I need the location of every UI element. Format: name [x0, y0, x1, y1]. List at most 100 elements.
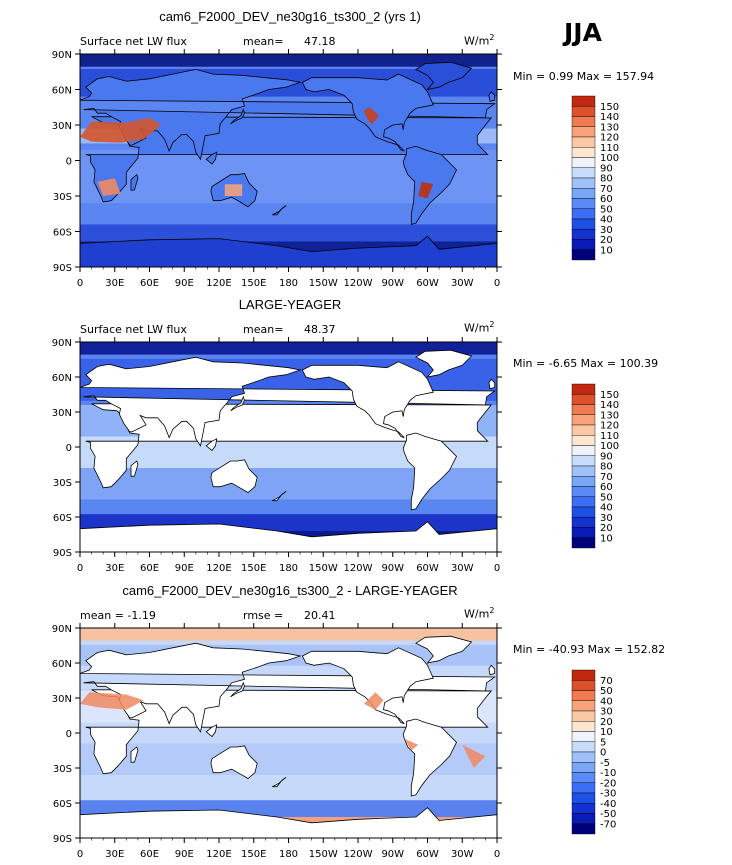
panel-2-title: LARGE-YEAGER	[238, 297, 342, 312]
colorbar-label: 30	[600, 707, 613, 718]
lon-label: 0	[77, 563, 83, 574]
lon-label: 30W	[451, 278, 474, 289]
land-antarctica	[80, 235, 497, 267]
land-newzealand	[272, 205, 287, 216]
lon-label: 180	[279, 849, 298, 860]
map-panel-3-group: 0 30E 60E 90E 120E 150E 180 150W 120W 90W 60W 30W 09…	[52, 623, 616, 860]
lon-label: 120W	[344, 278, 373, 289]
diff-warm-patch	[462, 744, 486, 768]
colorbar-cell	[571, 710, 596, 722]
panel-3-mean: mean = -1.19	[80, 609, 156, 622]
lon-label: 0	[77, 278, 83, 289]
colorbar-cell	[571, 424, 596, 436]
warm-patch	[363, 107, 379, 125]
colorbar-label: -5	[600, 758, 610, 769]
colorbar-cell	[571, 762, 596, 773]
lat-label: 90S	[53, 834, 72, 845]
lat-label: 90N	[52, 624, 72, 635]
lon-label: 90W	[381, 563, 404, 574]
lon-label: 180	[279, 278, 298, 289]
lat-label: 60S	[53, 228, 72, 239]
colorbar-label: 120	[600, 133, 619, 144]
field-band	[80, 342, 497, 355]
lat-label: 30N	[52, 694, 72, 705]
lon-label: 120W	[344, 563, 373, 574]
season-label: JJA	[564, 18, 602, 47]
colorbar-label: 30	[600, 225, 613, 236]
land-greenland	[415, 61, 473, 91]
lon-label: 30E	[105, 849, 124, 860]
colorbar-cell	[571, 198, 596, 209]
land-uk	[488, 91, 496, 102]
panel-3-minmax: Min = -40.93 Max = 152.82	[513, 643, 666, 656]
colorbar-label: 80	[600, 174, 613, 185]
lat-label: 60N	[52, 86, 72, 97]
land-greenland	[415, 635, 473, 664]
colorbar-label: 30	[600, 513, 613, 524]
colorbar-label: 90	[600, 451, 613, 462]
land-borneo	[205, 724, 218, 738]
warm-patch	[80, 117, 162, 143]
colorbar-label: -30	[600, 789, 616, 800]
lat-label: 90S	[53, 263, 72, 274]
colorbar-cell	[571, 465, 596, 477]
colorbar-label: -40	[600, 799, 616, 810]
lon-label: 90E	[175, 563, 194, 574]
panel-2-mean-label: mean=	[243, 323, 284, 336]
land-madagascar	[130, 174, 139, 191]
colorbar-label: 20	[600, 717, 613, 728]
lon-label: 150W	[309, 563, 338, 574]
map-panel-1-field	[80, 54, 497, 267]
lon-label: 150E	[241, 278, 266, 289]
colorbar-label: 50	[600, 492, 613, 503]
field-band	[80, 54, 497, 67]
lat-label: 60S	[53, 513, 72, 524]
colorbar-label: 140	[600, 400, 619, 411]
lon-label: 60E	[140, 278, 159, 289]
colorbar-cell	[571, 435, 596, 446]
colorbar-cell	[571, 445, 596, 456]
lon-label: 0	[77, 849, 83, 860]
lat-label: 60N	[52, 373, 72, 384]
lon-label: 0	[494, 849, 500, 860]
land-japan	[230, 108, 245, 125]
diff-warm-patch	[404, 738, 419, 751]
lat-label: 60N	[52, 659, 72, 670]
lon-label: 30E	[105, 563, 124, 574]
land-japan	[230, 681, 245, 698]
map-panel-2-field	[80, 342, 497, 552]
panel-1-units: W/m2	[464, 33, 495, 48]
lon-label: 60W	[416, 849, 439, 860]
colorbar-label: 70	[600, 676, 613, 687]
lat-label: 30S	[53, 192, 72, 203]
lat-label: 0	[66, 443, 72, 454]
lon-label: 90E	[175, 849, 194, 860]
colorbar-label: 40	[600, 215, 613, 226]
land-namerica	[301, 647, 434, 725]
colorbar-label: 130	[600, 122, 619, 133]
panel-3-rmse-value: 20.41	[304, 609, 336, 622]
map-panel-3-field	[80, 628, 497, 838]
colorbar-label: 0	[600, 748, 606, 759]
diff-warm-patch	[80, 692, 144, 710]
lat-label: 0	[66, 729, 72, 740]
lat-label: 90N	[52, 50, 72, 61]
colorbar-cell	[571, 772, 596, 783]
land-newzealand	[272, 776, 287, 788]
lon-label: 150W	[309, 278, 338, 289]
colorbar-cell	[571, 249, 596, 261]
land-australia	[210, 459, 258, 493]
lon-label: 60W	[416, 563, 439, 574]
colorbar-label: 5	[600, 737, 606, 748]
panel-1-minmax: Min = 0.99 Max = 157.94	[513, 70, 655, 83]
lat-label: 60S	[53, 799, 72, 810]
lon-label: 60W	[416, 278, 439, 289]
lon-label: 60E	[140, 563, 159, 574]
colorbar-label: 100	[600, 441, 619, 452]
colorbar-cell	[571, 669, 596, 681]
colorbar-cell	[571, 136, 596, 148]
lon-label: 120E	[206, 563, 231, 574]
land-greenland	[415, 349, 473, 378]
field-band	[80, 224, 497, 242]
